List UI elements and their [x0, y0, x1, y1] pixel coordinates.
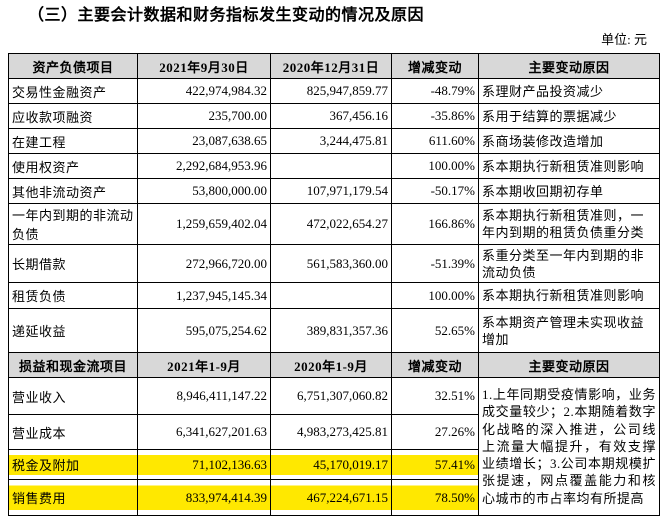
table-row: 长期借款 272,966,720.00 561,583,360.00 -51.39% 系… [8, 244, 660, 283]
column-header: 资产负债项目 [8, 53, 138, 79]
table-row: 递延收益 595,075,254.62 389,831,357.36 52.65% 系本… [8, 308, 660, 353]
value-current-cell: 53,800,000.00 [137, 178, 271, 204]
value-current-cell: 71,102,136.63 [137, 449, 271, 480]
item-cell: 应收款项融资 [8, 103, 138, 129]
table-row: 税金及附加 71,102,136.63 45,170,019.17 57.41% [8, 449, 660, 480]
item-cell: 交易性金融资产 [8, 78, 138, 104]
reason-cell: 系商场装修改造增加 [478, 128, 660, 154]
financial-changes-table: 资产负债项目 2021年9月30日 2020年12月31日 增减变动 主要变动原因 交易性… [8, 53, 660, 516]
value-prior-cell: 107,971,179.54 [270, 178, 392, 204]
column-header: 2020年1-9月 [270, 352, 392, 378]
value-current-cell: 6,341,627,201.63 [137, 414, 271, 450]
change-cell: -50.17% [391, 178, 479, 204]
item-cell: 在建工程 [8, 128, 138, 154]
column-header: 2021年9月30日 [137, 53, 271, 79]
value-prior-cell: 389,831,357.36 [270, 308, 392, 353]
item-cell: 长期借款 [8, 244, 138, 283]
item-cell: 营业成本 [8, 414, 138, 450]
value-prior-cell: 467,224,671.15 [270, 479, 392, 516]
change-cell: -35.86% [391, 103, 479, 129]
item-cell: 销售费用 [8, 479, 138, 516]
change-cell: 100.00% [391, 282, 479, 309]
balance-header-row: 资产负债项目 2021年9月30日 2020年12月31日 增减变动 主要变动原因 [8, 53, 660, 79]
column-header: 增减变动 [391, 352, 479, 378]
column-header: 主要变动原因 [478, 53, 660, 79]
change-cell: 57.41% [391, 449, 479, 480]
income-header-row: 损益和现金流项目 2021年1-9月 2020年1-9月 增减变动 主要变动原因 [8, 352, 660, 378]
reason-cell: 系本期收回期初存单 [478, 178, 660, 204]
change-cell: -51.39% [391, 244, 479, 283]
change-cell: 78.50% [391, 479, 479, 516]
change-cell: 32.51% [391, 377, 479, 415]
value-prior-cell: 825,947,859.77 [270, 78, 392, 104]
value-current-cell: 2,292,684,953.96 [137, 153, 271, 179]
table-row: 应收款项融资 235,700.00 367,456.16 -35.86% 系用于结算的票… [8, 103, 660, 129]
value-prior-cell: 3,244,475.81 [270, 128, 392, 154]
table-row: 在建工程 23,087,638.65 3,244,475.81 611.60% 系商场装… [8, 128, 660, 154]
item-cell: 一年内到期的非流动负债 [8, 203, 138, 245]
table-row: 其他非流动资产 53,800,000.00 107,971,179.54 -50.17… [8, 178, 660, 204]
value-prior-cell: 367,456.16 [270, 103, 392, 129]
value-current-cell: 272,966,720.00 [137, 244, 271, 283]
value-current-cell: 1,259,659,402.04 [137, 203, 271, 245]
column-header: 2020年12月31日 [270, 53, 392, 79]
reason-cell: 系用于结算的票据减少 [478, 103, 660, 129]
table-row: 销售费用 833,974,414.39 467,224,671.15 78.50% [8, 479, 660, 516]
reason-cell: 系重分类至一年内到期的非流动负债 [478, 244, 660, 283]
reason-cell: 系本期执行新租赁准则影响 [478, 282, 660, 309]
value-current-cell: 8,946,411,147.22 [137, 377, 271, 415]
column-header: 损益和现金流项目 [8, 352, 138, 378]
table-row: 营业收入 8,946,411,147.22 6,751,307,060.82 32.5… [8, 377, 660, 516]
value-current-cell: 1,237,945,145.34 [137, 282, 271, 309]
table-row: 一年内到期的非流动负债 1,259,659,402.04 472,022,654.2… [8, 203, 660, 245]
value-prior-cell: 45,170,019.17 [270, 449, 392, 480]
value-prior-cell: 6,751,307,060.82 [270, 377, 392, 415]
reason-cell: 系理财产品投资减少 [478, 78, 660, 104]
value-current-cell: 833,974,414.39 [137, 479, 271, 516]
value-current-cell: 422,974,984.32 [137, 78, 271, 104]
item-cell: 营业收入 [8, 377, 138, 415]
table-row: 租赁负债 1,237,945,145.34 100.00% 系本期执行新租赁准则影响 [8, 282, 660, 309]
value-prior-cell: 4,983,273,425.81 [270, 414, 392, 450]
item-cell: 其他非流动资产 [8, 178, 138, 204]
item-cell: 递延收益 [8, 308, 138, 353]
value-current-cell: 235,700.00 [137, 103, 271, 129]
item-cell: 租赁负债 [8, 282, 138, 309]
unit-label: 单位: 元 [601, 32, 647, 47]
table-row: 交易性金融资产 422,974,984.32 825,947,859.77 -48.7… [8, 78, 660, 104]
merged-reason-cell: 1.上年同期受疫情影响，业务成交量较少；2.本期随着数字化战略的深入推进，公司线… [478, 377, 660, 516]
value-current-cell: 595,075,254.62 [137, 308, 271, 353]
change-cell: 27.26% [391, 414, 479, 450]
reason-cell: 系本期执行新租赁准则，一年内到期的租赁负债重分类 [478, 203, 660, 245]
value-prior-cell: 561,583,360.00 [270, 244, 392, 283]
change-cell: 100.00% [391, 153, 479, 179]
table-row: 使用权资产 2,292,684,953.96 100.00% 系本期执行新租赁准则影响 [8, 153, 660, 179]
change-cell: 611.60% [391, 128, 479, 154]
change-cell: 52.65% [391, 308, 479, 353]
column-header: 主要变动原因 [478, 352, 660, 378]
value-prior-cell [270, 282, 392, 309]
column-header: 2021年1-9月 [137, 352, 271, 378]
value-current-cell: 23,087,638.65 [137, 128, 271, 154]
column-header: 增减变动 [391, 53, 479, 79]
reason-cell: 系本期资产管理未实现收益增加 [478, 308, 660, 353]
change-cell: -48.79% [391, 78, 479, 104]
value-prior-cell [270, 153, 392, 179]
value-prior-cell: 472,022,654.27 [270, 203, 392, 245]
page-title: （三）主要会计数据和财务指标发生变动的情况及原因 [28, 7, 425, 24]
table-row: 营业成本 6,341,627,201.63 4,983,273,425.81 27.2… [8, 414, 660, 450]
item-cell: 使用权资产 [8, 153, 138, 179]
item-cell: 税金及附加 [8, 449, 138, 480]
reason-cell: 系本期执行新租赁准则影响 [478, 153, 660, 179]
change-cell: 166.86% [391, 203, 479, 245]
